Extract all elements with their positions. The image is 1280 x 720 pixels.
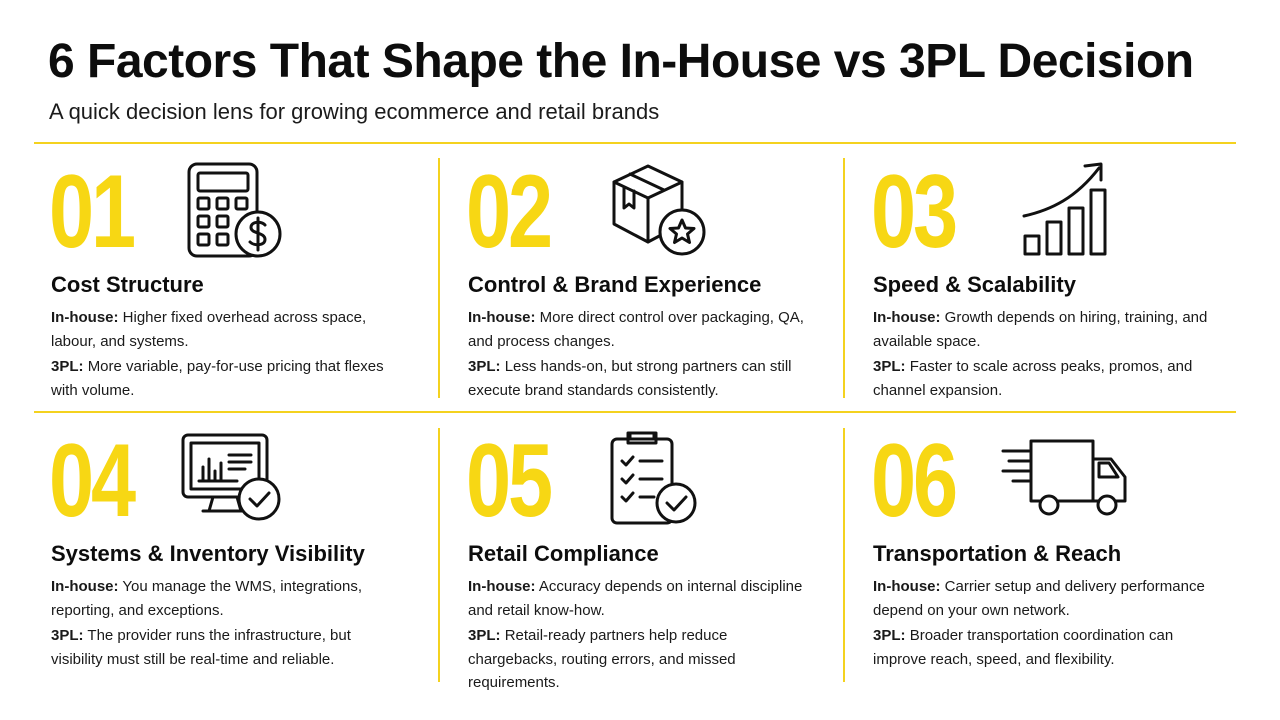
monitor-check-icon <box>179 429 283 529</box>
inhouse-label: In-house: <box>873 578 941 595</box>
tpl-text: More variable, pay-for-use pricing that … <box>51 358 384 399</box>
page-title: 6 Factors That Shape the In-House vs 3PL… <box>48 35 1194 88</box>
tpl-text: Faster to scale across peaks, promos, an… <box>873 358 1193 399</box>
clipboard-check-icon <box>606 429 702 529</box>
factor-title: Speed & Scalability <box>873 272 1076 297</box>
inhouse-label: In-house: <box>51 578 119 595</box>
factor-title: Cost Structure <box>51 272 204 297</box>
tpl-label: 3PL: <box>51 358 84 375</box>
factor-card-systems-visibility: 04 Systems & Inventory Visibility In-hou… <box>49 429 419 689</box>
calculator-dollar-icon <box>184 160 284 260</box>
factor-number: 03 <box>871 154 958 270</box>
factor-number: 01 <box>49 154 136 270</box>
inhouse-label: In-house: <box>468 309 536 326</box>
inhouse-label: In-house: <box>873 309 941 326</box>
column-divider <box>843 428 845 682</box>
column-divider <box>438 158 440 398</box>
tpl-text: Broader transportation coordination can … <box>873 627 1174 668</box>
factor-card-cost-structure: 01 Cost Structure In-house: Higher fixed… <box>49 160 419 420</box>
factor-number: 04 <box>49 423 136 539</box>
inhouse-text: Growth depends on hiring, training, and … <box>873 309 1208 350</box>
tpl-label: 3PL: <box>468 627 501 644</box>
factor-description: In-house: Accuracy depends on internal d… <box>468 575 818 697</box>
factor-title: Systems & Inventory Visibility <box>51 541 365 566</box>
factor-card-retail-compliance: 05 Retail Compliance In-house: Accuracy … <box>466 423 836 691</box>
inhouse-text: Carrier setup and delivery performance d… <box>873 578 1205 619</box>
inhouse-text: Accuracy depends on internal discipline … <box>468 578 803 619</box>
factor-card-speed-scalability: 03 Speed & Scalability In-house: Growth … <box>871 160 1241 420</box>
factor-description: In-house: More direct control over packa… <box>468 306 818 404</box>
factor-number: 05 <box>466 423 553 539</box>
factor-number: 02 <box>466 154 553 270</box>
inhouse-text: More direct control over packaging, QA, … <box>468 309 804 350</box>
factor-number: 06 <box>871 423 958 539</box>
tpl-label: 3PL: <box>468 358 501 375</box>
tpl-label: 3PL: <box>873 627 906 644</box>
inhouse-label: In-house: <box>51 309 119 326</box>
middle-divider <box>34 411 1236 413</box>
factor-title: Control & Brand Experience <box>468 272 762 297</box>
tpl-text: Less hands-on, but strong partners can s… <box>468 358 792 399</box>
tpl-label: 3PL: <box>51 627 84 644</box>
column-divider <box>843 158 845 398</box>
tpl-text: The provider runs the infrastructure, bu… <box>51 627 351 668</box>
page-subtitle: A quick decision lens for growing ecomme… <box>49 99 660 124</box>
tpl-label: 3PL: <box>873 358 906 375</box>
top-divider <box>34 142 1236 144</box>
inhouse-label: In-house: <box>468 578 536 595</box>
factor-card-transportation-reach: 06 Transportation & Reach In-house: Carr… <box>871 429 1241 689</box>
inhouse-text: Higher fixed overhead across space, labo… <box>51 309 367 350</box>
factor-title: Retail Compliance <box>468 541 659 566</box>
growth-chart-icon <box>1021 160 1113 260</box>
tpl-text: Retail-ready partners help reduce charge… <box>468 627 736 691</box>
factor-description: In-house: Growth depends on hiring, trai… <box>873 306 1223 404</box>
factor-card-control-brand: 02 Control & Brand Experience In-house: … <box>466 160 836 420</box>
box-star-icon <box>608 160 708 260</box>
inhouse-text: You manage the WMS, integrations, report… <box>51 578 362 619</box>
factor-description: In-house: You manage the WMS, integratio… <box>51 575 401 673</box>
factor-title: Transportation & Reach <box>873 541 1122 566</box>
delivery-truck-icon <box>999 429 1129 529</box>
column-divider <box>438 428 440 682</box>
factor-description: In-house: Carrier setup and delivery per… <box>873 575 1223 673</box>
factor-description: In-house: Higher fixed overhead across s… <box>51 306 401 404</box>
